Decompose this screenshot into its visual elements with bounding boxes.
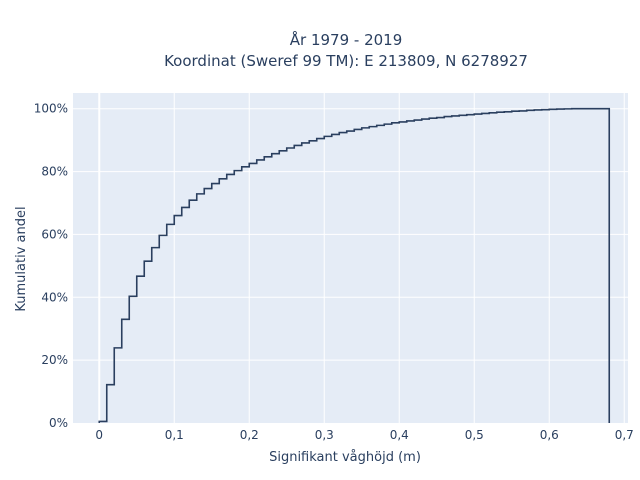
y-tick-label: 60% [41, 227, 68, 241]
x-tick-label: 0,3 [315, 428, 334, 442]
chart-title-line-2: Koordinat (Sweref 99 TM): E 213809, N 62… [164, 52, 528, 70]
x-tick-label: 0,7 [615, 428, 634, 442]
y-tick-label: 40% [41, 290, 68, 304]
plot-area [73, 93, 628, 423]
x-tick-label: 0,1 [165, 428, 184, 442]
x-tick-label: 0,2 [240, 428, 259, 442]
y-axis-title: Kumulativ andel [14, 206, 29, 311]
tick-labels: 0 0,1 0,2 0,3 0,4 0,5 0,6 0,7 0% 20% 40% 60% 80% 100% [34, 102, 634, 442]
x-tick-label: 0,4 [390, 428, 409, 442]
y-tick-label: 100% [34, 102, 68, 116]
x-tick-label: 0,6 [540, 428, 559, 442]
y-tick-label: 20% [41, 353, 68, 367]
grid-lines [73, 93, 628, 423]
x-tick-label: 0 [95, 428, 103, 442]
x-tick-label: 0,5 [465, 428, 484, 442]
x-axis-title: Signifikant våghöjd (m) [269, 450, 421, 465]
y-tick-label: 80% [41, 165, 68, 179]
chart-title-line-1: År 1979 - 2019 [290, 30, 403, 49]
cumulative-step-line [98, 107, 611, 423]
y-tick-label: 0% [49, 416, 68, 430]
